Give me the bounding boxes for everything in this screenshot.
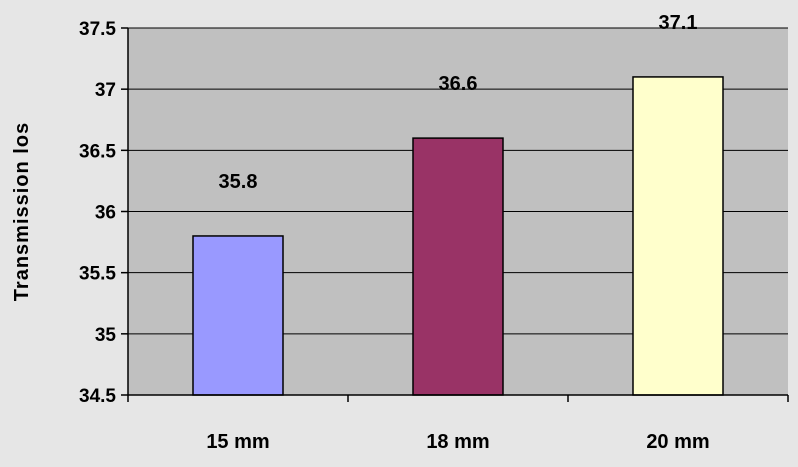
x-tick-label: 18 mm	[426, 431, 489, 453]
bar-2	[412, 137, 504, 396]
axes	[121, 27, 789, 402]
y-tick-label: 36.5	[79, 141, 116, 162]
y-tick-label: 35	[95, 325, 117, 346]
labels: 34.5 35 35.5 36 36.5 37 37.5 35.8 15 mm 36.6 18 mm…	[79, 12, 710, 453]
data-label: 37.1	[659, 12, 698, 34]
y-tick-label: 34.5	[79, 386, 116, 407]
y-tick-label: 35.5	[79, 264, 116, 285]
y-tick-label: 37	[95, 80, 116, 101]
bar-1	[192, 235, 284, 396]
bar-3	[632, 76, 724, 396]
x-tick-label: 15 mm	[206, 431, 269, 453]
x-tick-label: 20 mm	[646, 431, 709, 453]
y-tick-label: 36	[95, 203, 116, 224]
y-axis-title: Transmission los	[11, 122, 33, 301]
data-label: 35.8	[219, 171, 258, 193]
data-label: 36.6	[439, 73, 478, 95]
y-tick-label: 37.5	[79, 19, 116, 40]
bars	[192, 76, 724, 396]
